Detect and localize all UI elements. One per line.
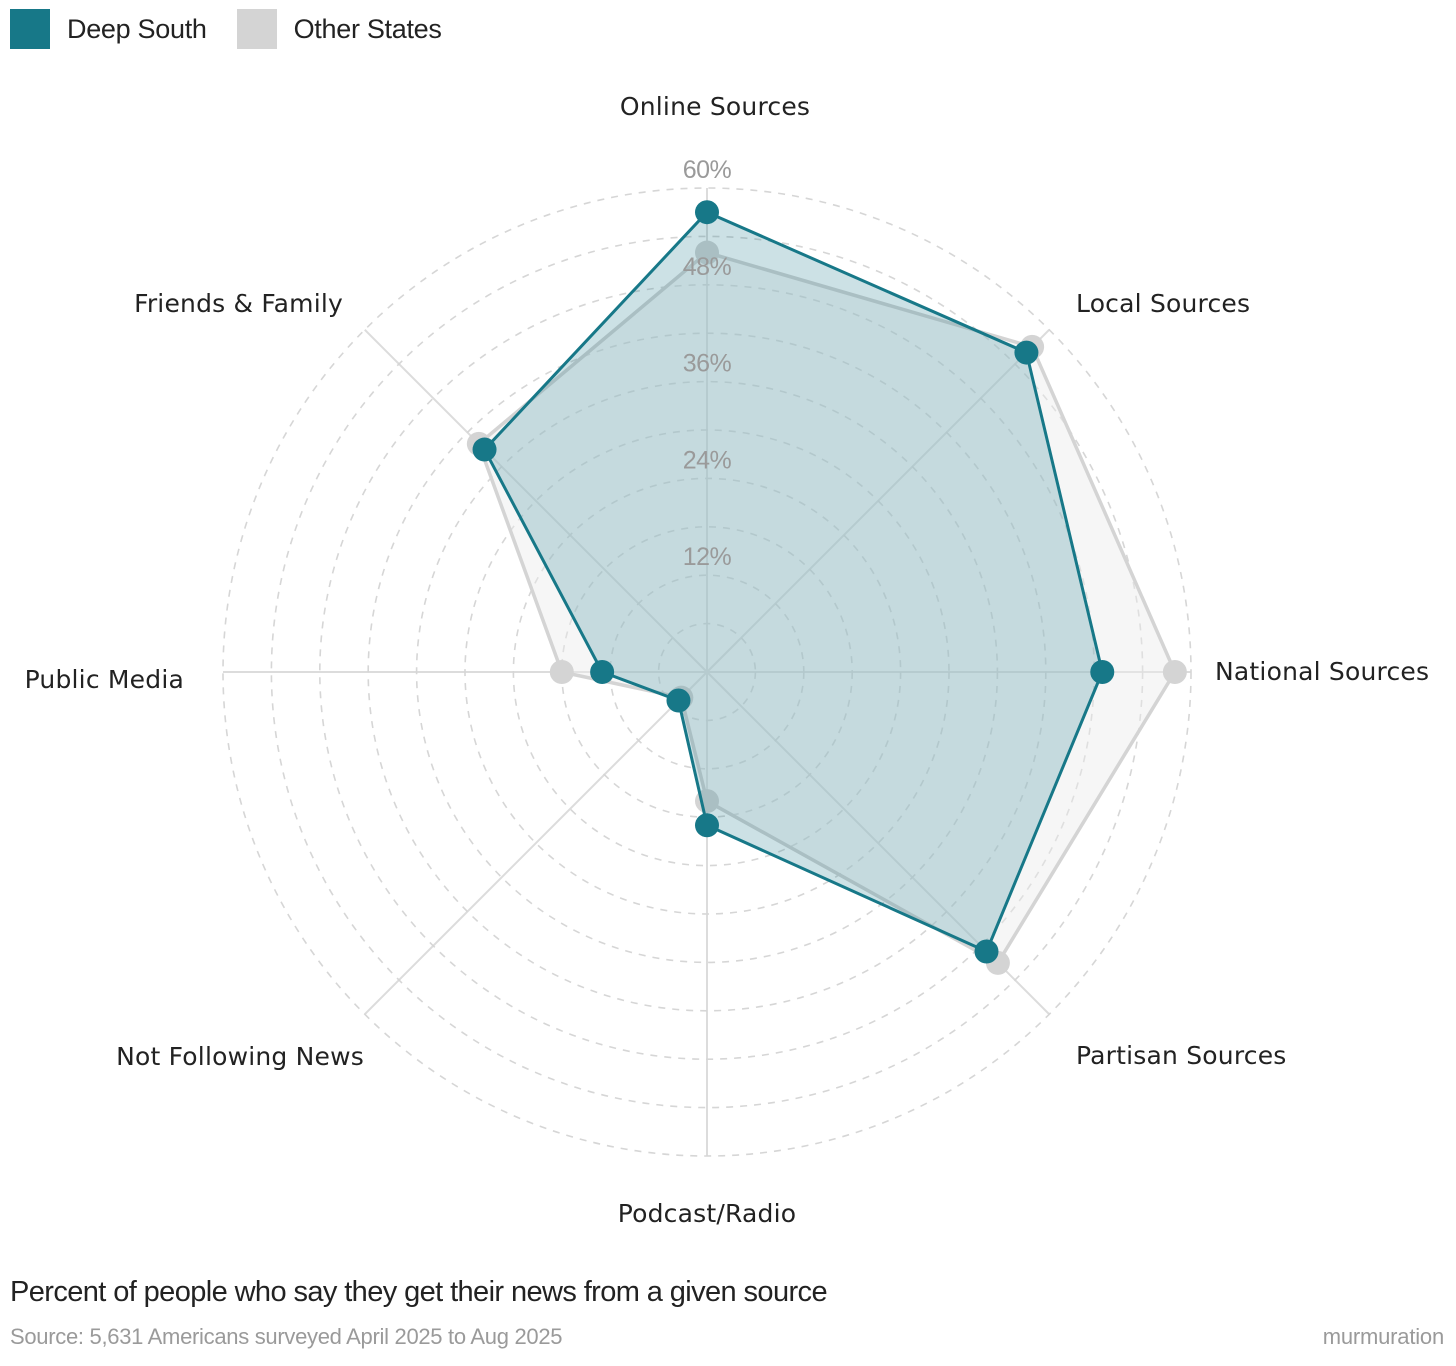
brand-label: murmuration bbox=[1322, 1324, 1444, 1349]
grid-ring bbox=[512, 477, 902, 867]
data-point-other-states bbox=[549, 660, 574, 684]
legend-swatch-deep-south bbox=[10, 9, 50, 49]
grid-ring bbox=[657, 622, 757, 722]
axis-label: Friends & Family bbox=[134, 289, 343, 318]
series-area-deep-south bbox=[483, 210, 1104, 953]
tick-label: 12% bbox=[683, 543, 732, 571]
legend-label: Other States bbox=[293, 13, 442, 44]
grid-ring bbox=[415, 380, 999, 964]
axis-labels: Online Sources Local Sources National Sour… bbox=[25, 92, 1429, 1228]
axis-label: Not Following News bbox=[116, 1042, 364, 1071]
axis-label: Podcast/Radio bbox=[618, 1199, 797, 1228]
tick-label: 48% bbox=[683, 253, 732, 281]
tick-labels: 12% 24% 36% 48% 60% bbox=[683, 156, 732, 571]
tick-label: 60% bbox=[683, 156, 732, 184]
data-point-deep-south bbox=[695, 813, 719, 838]
legend-swatch-other-states bbox=[236, 9, 277, 49]
source-note: Source: 5,631 Americans surveyed April 2… bbox=[10, 1324, 563, 1349]
data-point-deep-south bbox=[590, 660, 615, 684]
series-layer bbox=[466, 200, 1187, 975]
data-point-deep-south bbox=[695, 200, 719, 225]
data-point-deep-south bbox=[974, 939, 999, 964]
legend-item-deep-south: Deep South bbox=[10, 9, 207, 49]
grid-ring bbox=[222, 187, 1192, 1157]
axis-spoke bbox=[706, 329, 1050, 673]
legend-item-other-states: Other States bbox=[236, 9, 442, 49]
legend-label: Deep South bbox=[67, 13, 207, 44]
data-point-deep-south bbox=[472, 437, 497, 462]
data-point-other-states bbox=[1162, 660, 1187, 684]
data-point-deep-south bbox=[1090, 660, 1115, 684]
grid-ring bbox=[609, 574, 805, 770]
radar-chart: 12% 24% 36% 48% 60% Online Sources Local Sour… bbox=[25, 92, 1429, 1228]
axis-label: Local Sources bbox=[1076, 289, 1250, 318]
grid-ring bbox=[367, 332, 1047, 1012]
chart-caption: Percent of people who say they get their… bbox=[10, 1276, 828, 1308]
grid-ring bbox=[464, 429, 950, 915]
legend: Deep South Other States bbox=[10, 9, 472, 49]
tick-label: 24% bbox=[683, 446, 732, 474]
axis-label: Partisan Sources bbox=[1076, 1041, 1287, 1070]
axis-spoke bbox=[364, 329, 708, 673]
grid-ring bbox=[270, 235, 1144, 1109]
tick-label: 36% bbox=[683, 350, 732, 378]
data-point-other-states bbox=[695, 240, 719, 265]
axis-spoke bbox=[364, 671, 708, 1015]
data-point-deep-south bbox=[666, 688, 691, 713]
axis-label: Online Sources bbox=[620, 92, 810, 121]
axis-label: Public Media bbox=[25, 665, 184, 694]
axis-label: National Sources bbox=[1215, 657, 1429, 686]
data-point-deep-south bbox=[1014, 340, 1039, 365]
